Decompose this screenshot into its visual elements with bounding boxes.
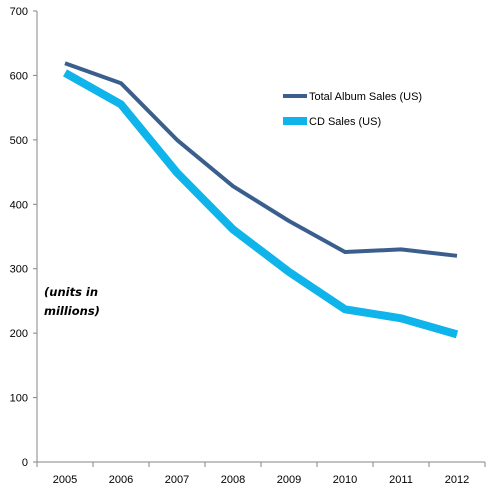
y-tick-label: 700 — [10, 6, 28, 18]
y-tick-label: 300 — [10, 264, 28, 276]
series-line-1 — [63, 69, 459, 339]
legend: Total Album Sales (US) CD Sales (US) — [283, 91, 422, 128]
y-tick-label: 500 — [10, 135, 28, 147]
units-annotation-line-2: millions) — [44, 304, 100, 318]
y-tick-label: 600 — [10, 70, 28, 82]
series-lines — [63, 61, 459, 339]
y-tick-label: 400 — [10, 199, 28, 211]
y-tick-label: 100 — [10, 393, 28, 405]
units-annotation: (units in millions) — [44, 285, 100, 318]
x-tick-label: 2009 — [277, 474, 301, 486]
y-tick-label: 0 — [22, 457, 28, 469]
x-tick-label: 2006 — [109, 474, 133, 486]
legend-label-cd-sales: CD Sales (US) — [309, 116, 381, 128]
x-tick-label: 2010 — [333, 474, 357, 486]
x-tick-label: 2008 — [221, 474, 245, 486]
x-tick-label: 2011 — [389, 474, 413, 486]
units-annotation-line-1: (units in — [44, 285, 98, 299]
x-tick-label: 2012 — [445, 474, 469, 486]
axes: 0 100 200 300 400 500 600 700 2005 2006 2007 2008 20… — [10, 6, 486, 486]
series-line-0 — [64, 61, 458, 258]
x-tick-label: 2005 — [53, 474, 77, 486]
x-tick-label: 2007 — [165, 474, 189, 486]
y-tick-label: 200 — [10, 328, 28, 340]
legend-label-total-album-sales: Total Album Sales (US) — [309, 91, 422, 103]
